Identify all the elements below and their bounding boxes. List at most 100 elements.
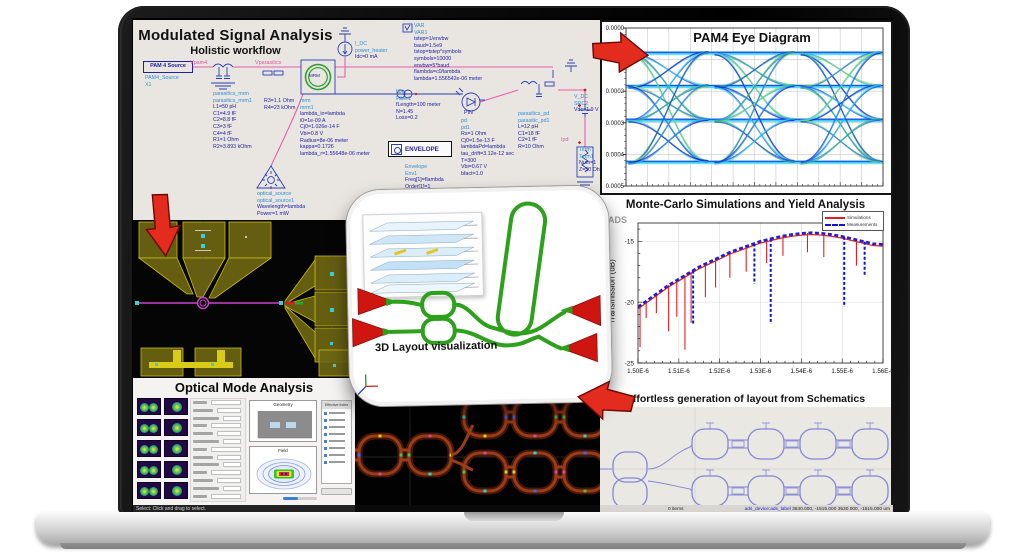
mode-lobe: [140, 465, 149, 475]
layout-generation-title: Effortless generation of layout from Sch…: [625, 393, 866, 405]
pam4-source-box: PAM 4 Source: [143, 61, 193, 73]
index-row-value: [329, 461, 345, 463]
eye-y-tick: 0.0003: [606, 121, 625, 127]
component-name: Term1: [579, 153, 594, 160]
component-name: V_DC: [574, 94, 589, 100]
index-row-marker: [324, 418, 327, 422]
component-parameter: i0=1e-09 A: [300, 117, 326, 124]
eye-y-tick: 0.0005: [606, 184, 625, 190]
index-row-marker: [324, 425, 327, 429]
component-parameter: L=12 pH: [518, 124, 539, 131]
component-parameter: lambdaPd=lambda: [461, 144, 506, 151]
component-name: pd: [461, 118, 467, 124]
mode-slider[interactable]: [283, 497, 317, 500]
component-name: parasitics_mrm1: [213, 97, 252, 104]
eye-diagram-title: PAM4 Eye Diagram: [693, 30, 811, 45]
index-row-value: [329, 447, 345, 449]
effective-index-row[interactable]: [323, 431, 350, 437]
component-parameter: Power=1 mW: [257, 210, 289, 217]
component-parameter: Wavelength=lambda: [257, 204, 306, 211]
form-field-label: [193, 424, 207, 428]
form-field-label: [193, 471, 207, 475]
mc-x-tick: 1.51E-6: [668, 368, 690, 375]
mc-y-tick: -15: [625, 239, 635, 246]
component-parameter: envbw=5*baud: [414, 62, 450, 69]
mc-x-tick: 1.55E-6: [831, 368, 853, 375]
mode-lobe: [149, 423, 158, 433]
effective-index-row[interactable]: [323, 459, 350, 465]
effective-index-row[interactable]: [323, 410, 350, 416]
panel-chip-layout: [133, 220, 355, 378]
form-field-input[interactable]: [223, 439, 241, 444]
component-parameter: lambda=1.556542e-06 meter: [414, 75, 483, 82]
form-field-input[interactable]: [217, 454, 241, 460]
mode-profile-thumbnail[interactable]: [164, 398, 188, 415]
monte-carlo-canvas: 1.50E-6 1.51E-6 1.52E-6 1.53E-6 1.54E-6 1.55E…: [625, 222, 891, 375]
component-parameter: tstop=tstep*symbols: [414, 49, 462, 56]
index-row-value: [329, 433, 345, 435]
component-parameter: Loss=0.2: [396, 115, 418, 122]
status-item-count: 0 items: [668, 507, 684, 512]
component-annotation: parasitics_pd parasitic_pd1 L=12 pH C1=18 f…: [518, 111, 550, 151]
eye-y-tick: 0.0000: [606, 26, 625, 32]
mode-profile-thumbnail[interactable]: [137, 461, 161, 478]
component-name: Envelope: [405, 164, 428, 170]
export-modes-button[interactable]: [321, 488, 352, 495]
component-name: Env1: [405, 170, 418, 177]
statusbar-select-hint: Select: Click and drag to select.: [133, 505, 355, 514]
form-field-label: [193, 440, 219, 443]
form-field-input[interactable]: [211, 400, 241, 405]
component-parameter: R=10 Ohm: [518, 143, 544, 150]
mode-profile-thumbnail[interactable]: [137, 440, 161, 457]
form-field-input[interactable]: [211, 470, 241, 476]
net-label: Vparasitics: [255, 60, 282, 66]
form-field-input[interactable]: [217, 407, 241, 413]
status-coords-2: 3530.000, -1515.000: [837, 507, 882, 512]
component-name: Fiber1: [396, 95, 412, 102]
component-parameter: R1=1 Ohm: [213, 137, 239, 144]
effective-index-row[interactable]: [323, 424, 350, 430]
index-row-marker: [324, 432, 327, 436]
form-field-input[interactable]: [211, 493, 241, 499]
eye-y-tick: 0.0004: [606, 152, 625, 158]
form-field-input[interactable]: [211, 423, 241, 429]
mode-profile-thumbnail[interactable]: [164, 482, 188, 499]
mode-profile-thumbnail[interactable]: [164, 419, 188, 436]
form-field-input[interactable]: [217, 478, 241, 483]
net-label: Ipd: [561, 137, 569, 143]
effective-index-row[interactable]: [323, 452, 350, 458]
mc-legend: Simulations Measurements: [822, 211, 884, 231]
component-parameter: Vbi=0.67 V: [461, 164, 488, 171]
mode-profile-thumbnail[interactable]: [137, 398, 161, 415]
mode-profile-thumbnail[interactable]: [164, 461, 188, 478]
form-field-input[interactable]: [223, 415, 241, 421]
component-name: Term: [579, 147, 591, 153]
envelope-controller-box: ENVELOPE: [388, 141, 452, 157]
form-field-input[interactable]: [211, 446, 241, 452]
eye-y-tick: 0.0002: [606, 89, 625, 95]
effective-index-row[interactable]: [323, 445, 350, 451]
mode-profile-thumbnail[interactable]: [137, 482, 161, 499]
component-name: parasitics_mrm: [213, 91, 249, 97]
effective-index-row[interactable]: [323, 417, 350, 423]
component-parameter: Vbi=0.8 V: [300, 130, 324, 137]
index-row-marker: [324, 439, 327, 443]
form-field-label: [193, 455, 213, 459]
mrm-ring-label: MRM: [309, 73, 320, 78]
form-field-input[interactable]: [223, 462, 241, 468]
effective-index-row[interactable]: [323, 438, 350, 444]
effective-index-list[interactable]: Effective index: [321, 400, 352, 484]
generated-layout-view: [600, 407, 891, 505]
form-field-input[interactable]: [223, 485, 241, 491]
mode-profile-thumbnail[interactable]: [164, 440, 188, 457]
component-parameter: tstep=1/envbw: [414, 36, 449, 43]
component-name: optical_source: [257, 191, 292, 197]
mode-lobe: [149, 402, 158, 412]
mode-profile-thumbnail[interactable]: [137, 419, 161, 436]
field-plot: Field: [249, 446, 317, 494]
form-field-input[interactable]: [217, 431, 241, 437]
component-parameter: L1=50 pH: [213, 104, 237, 111]
